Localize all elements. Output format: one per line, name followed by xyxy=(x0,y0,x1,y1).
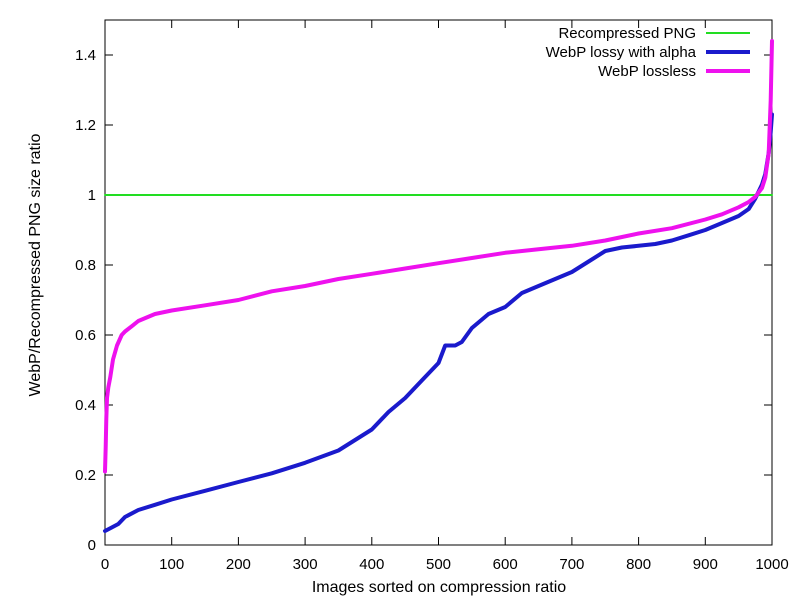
legend: Recompressed PNG WebP lossy with alpha Web… xyxy=(546,25,750,80)
x-tick-label: 0 xyxy=(101,556,109,573)
x-tick-label: 700 xyxy=(559,556,584,573)
y-tick-label: 0.8 xyxy=(75,257,96,274)
x-tick-label: 600 xyxy=(493,556,518,573)
x-tick-label: 100 xyxy=(159,556,184,573)
y-axis-title: WebP/Recompressed PNG size ratio xyxy=(27,133,44,396)
y-tick-label: 0.2 xyxy=(75,467,96,484)
y-tick-label: 1.4 xyxy=(75,47,96,64)
x-axis-title: Images sorted on compression ratio xyxy=(312,579,566,596)
x-tick-label: 900 xyxy=(693,556,718,573)
axes: 0 100 200 300 400 500 600 700 800 900 1000 0 0.2 0.4 0… xyxy=(75,19,789,573)
legend-label-1: Recompressed PNG xyxy=(558,25,696,42)
legend-label-3: WebP lossless xyxy=(598,63,696,80)
x-tick-label: 1000 xyxy=(755,556,788,573)
plot-frame xyxy=(104,19,773,546)
x-tick-label: 300 xyxy=(293,556,318,573)
x-tick-label: 500 xyxy=(426,556,451,573)
x-tick-label: 400 xyxy=(359,556,384,573)
series-line-3 xyxy=(103,39,774,474)
series-line-2 xyxy=(103,112,774,533)
y-tick-label: 0 xyxy=(88,537,96,554)
y-tick-label: 0.6 xyxy=(75,327,96,344)
y-tick-label: 1 xyxy=(88,187,96,204)
x-tick-label: 200 xyxy=(226,556,251,573)
legend-label-2: WebP lossy with alpha xyxy=(546,44,697,61)
y-tick-label: 0.4 xyxy=(75,397,96,414)
x-tick-label: 800 xyxy=(626,556,651,573)
series-lines xyxy=(103,39,774,533)
y-tick-label: 1.2 xyxy=(75,117,96,134)
